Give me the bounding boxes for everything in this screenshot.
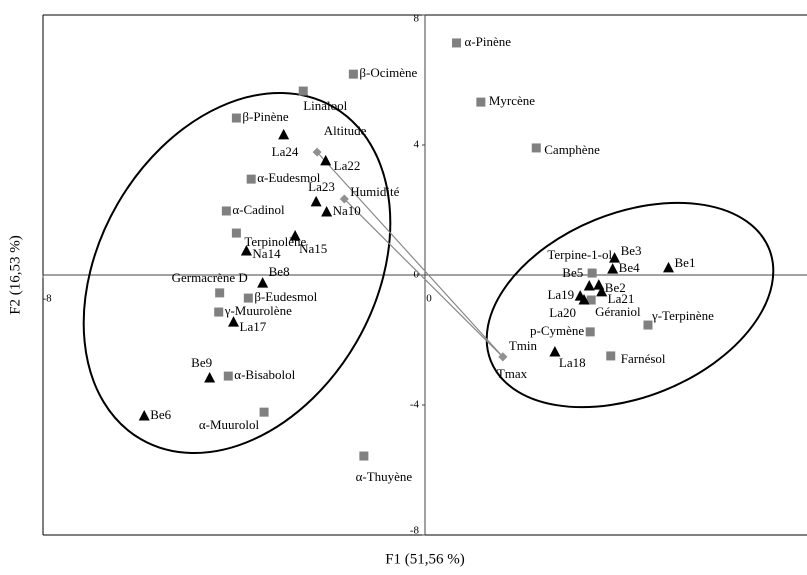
point-label: α-Eudesmol	[257, 170, 321, 185]
point-square	[223, 371, 233, 381]
point-square	[348, 69, 358, 79]
point-square	[215, 288, 225, 298]
point-label: Géraniol	[595, 304, 641, 319]
point-label: α-Cadinol	[232, 202, 285, 217]
point-label: α-Thuyène	[356, 469, 413, 484]
point-label: β-Pinène	[242, 109, 289, 124]
point-triangle	[228, 316, 240, 327]
point-label: Be2	[605, 280, 626, 295]
point-label: La20	[549, 305, 576, 320]
point-triangle	[607, 263, 619, 274]
point-label: β-Ocimène	[359, 65, 417, 80]
point-square	[587, 268, 597, 278]
point-triangle	[278, 128, 290, 140]
point-label: La23	[308, 179, 335, 194]
point-square	[243, 293, 253, 303]
point-triangle	[320, 154, 332, 166]
x-tick-label: -8	[42, 293, 52, 305]
point-label: La21	[608, 291, 635, 306]
point-triangle	[578, 294, 590, 305]
y-tick-label: -8	[410, 525, 420, 537]
y-tick-label: -4	[410, 399, 420, 411]
point-triangle	[663, 261, 675, 273]
point-triangle	[204, 372, 216, 383]
point-label: Humidité	[350, 184, 399, 199]
point-label: Terpine-1-ol	[547, 247, 612, 262]
point-square	[214, 307, 224, 317]
point-label: β-Eudesmol	[254, 289, 317, 304]
point-label: α-Muurolol	[199, 417, 260, 432]
point-label: Germacrène D	[172, 270, 248, 285]
point-label: Farnésol	[621, 351, 666, 366]
point-label: La22	[334, 158, 361, 173]
point-square	[585, 327, 595, 337]
point-label: Be6	[150, 407, 171, 422]
y-axis-label: F2 (16,53 %)	[7, 235, 23, 315]
point-square	[606, 351, 616, 361]
point-triangle	[240, 244, 252, 256]
point-label: Camphène	[544, 142, 600, 157]
point-square	[476, 97, 486, 107]
y-tick-label: 0	[414, 269, 420, 281]
point-square	[586, 295, 596, 305]
point-triangle	[321, 205, 333, 217]
point-label: Na14	[252, 246, 281, 261]
point-label: La24	[272, 144, 299, 159]
point-label: Linalool	[303, 98, 347, 113]
point-label: Be1	[675, 255, 696, 270]
point-square	[221, 206, 231, 216]
point-label: Tmin	[509, 338, 538, 353]
point-label: La19	[547, 287, 574, 302]
point-triangle	[138, 410, 150, 421]
point-triangle	[609, 252, 621, 263]
y-tick-label: 8	[414, 13, 420, 25]
point-triangle	[257, 277, 269, 288]
point-label: Be9	[191, 355, 212, 370]
cluster-ellipse	[82, 91, 392, 455]
point-square	[298, 86, 308, 96]
point-label: Altitude	[324, 123, 367, 138]
point-square	[259, 407, 269, 417]
point-square	[231, 113, 241, 123]
x-axis-label: F1 (51,56 %)	[385, 551, 465, 567]
point-diamond	[312, 147, 322, 157]
point-label: p-Cymène	[530, 323, 584, 338]
point-label: Na15	[299, 241, 327, 256]
point-label: La17	[240, 319, 267, 334]
point-label: La18	[559, 355, 586, 370]
point-label: Be5	[562, 265, 583, 280]
point-square	[246, 174, 256, 184]
point-label: γ-Terpinène	[651, 308, 714, 323]
point-label: Be4	[619, 260, 640, 275]
point-diamond	[339, 194, 349, 204]
point-square	[643, 320, 653, 330]
point-square	[231, 228, 241, 238]
point-triangle	[289, 230, 301, 241]
variable-link	[316, 151, 504, 358]
point-label: γ-Muurolène	[224, 303, 292, 318]
point-label: Be3	[621, 243, 642, 258]
point-label: Tmax	[497, 366, 528, 381]
point-triangle	[549, 346, 561, 357]
variable-link	[343, 198, 504, 358]
point-label: α-Bisabolol	[234, 367, 295, 382]
point-label: Be8	[269, 264, 290, 279]
y-tick-label: 4	[414, 139, 420, 151]
cluster-ellipse	[485, 201, 775, 409]
point-square	[531, 143, 541, 153]
point-square	[359, 451, 369, 461]
point-square	[452, 38, 462, 48]
point-label: Myrcène	[489, 93, 535, 108]
point-label: Na10	[333, 203, 361, 218]
point-label: Terpinolène	[244, 234, 306, 249]
point-triangle	[596, 285, 608, 297]
x-tick-label: 0	[426, 293, 432, 305]
point-triangle	[310, 195, 322, 207]
point-triangle	[583, 280, 595, 291]
point-label: α-Pinène	[465, 34, 512, 49]
point-diamond	[498, 352, 508, 362]
